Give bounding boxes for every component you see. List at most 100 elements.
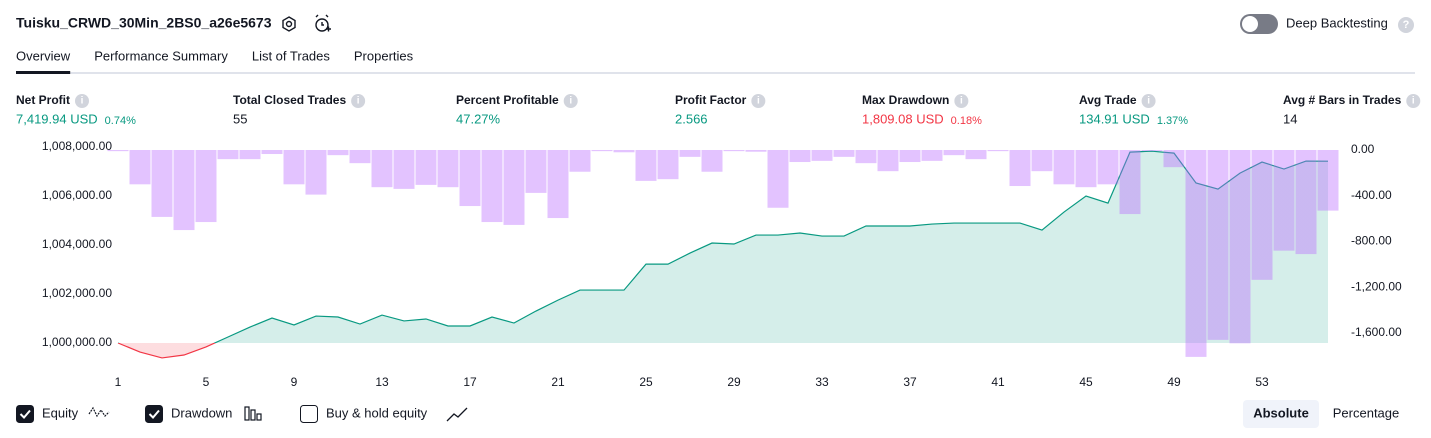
drawdown-bar bbox=[1097, 150, 1119, 185]
checkbox[interactable] bbox=[300, 405, 318, 423]
info-glyph: i bbox=[569, 96, 572, 107]
info-icon[interactable] bbox=[1406, 94, 1421, 108]
legend: Equity Drawdown Buy & hold equity bbox=[16, 405, 468, 423]
x-tick-label: 41 bbox=[991, 375, 1005, 389]
tab[interactable]: Overview bbox=[16, 48, 71, 63]
drawdown-bar bbox=[613, 150, 635, 153]
drawdown-bar bbox=[965, 150, 987, 160]
drawdown-bar bbox=[1031, 150, 1053, 172]
drawdown-bar bbox=[371, 150, 393, 188]
drawdown-bar bbox=[943, 150, 965, 156]
help-glyph: ? bbox=[1403, 19, 1410, 31]
stat-label: Avg Trade bbox=[1079, 93, 1137, 107]
drawdown-bar bbox=[305, 150, 327, 195]
checkbox[interactable] bbox=[16, 405, 34, 423]
drawdown-bar bbox=[1009, 150, 1031, 187]
info-icon[interactable] bbox=[563, 94, 578, 108]
drawdown-bar bbox=[195, 150, 217, 223]
drawdown-bar bbox=[745, 150, 767, 152]
drawdown-bar bbox=[1251, 150, 1273, 280]
drawdown-bar bbox=[393, 150, 415, 189]
drawdown-bar bbox=[899, 150, 921, 163]
drawdown-bar bbox=[1317, 150, 1339, 211]
x-tick-label: 17 bbox=[463, 375, 477, 389]
active-tab-underline bbox=[16, 71, 71, 74]
deep-backtesting-label: Deep Backtesting bbox=[1286, 15, 1388, 30]
x-tick-label: 9 bbox=[291, 375, 298, 389]
drawdown-icon bbox=[244, 406, 262, 421]
drawdown-toggle[interactable] bbox=[145, 405, 163, 423]
info-glyph: i bbox=[757, 96, 760, 107]
legend-equity: Equity bbox=[42, 405, 79, 420]
drawdown-bar bbox=[1295, 150, 1317, 255]
y2-tick-label: -1,200.00 bbox=[1351, 279, 1402, 293]
tab-separator bbox=[16, 72, 1415, 74]
info-icon[interactable] bbox=[1141, 94, 1156, 108]
drawdown-bar bbox=[481, 150, 503, 223]
y-tick-label: 1,002,000.00 bbox=[42, 286, 112, 300]
mode-button[interactable]: Absolute bbox=[1253, 405, 1309, 420]
equity-toggle[interactable] bbox=[16, 405, 34, 423]
drawdown-bar bbox=[569, 150, 591, 172]
stat-label: Max Drawdown bbox=[862, 93, 949, 107]
alert-icon[interactable] bbox=[315, 14, 331, 32]
info-icon[interactable] bbox=[351, 94, 366, 108]
info-icon[interactable] bbox=[751, 94, 766, 108]
buy-hold-icon bbox=[446, 407, 468, 422]
drawdown-bar bbox=[1053, 150, 1075, 185]
buy-hold-toggle[interactable] bbox=[300, 405, 318, 423]
stat-value: 14 bbox=[1283, 111, 1297, 126]
drawdown-bar bbox=[701, 150, 723, 172]
drawdown-bar bbox=[415, 150, 437, 185]
drawdown-bar bbox=[1141, 150, 1163, 152]
y-tick-label: 1,000,000.00 bbox=[42, 335, 112, 349]
stat-label: Avg # Bars in Trades bbox=[1283, 93, 1402, 107]
help-icon[interactable] bbox=[1398, 17, 1414, 33]
drawdown-bar bbox=[1229, 150, 1251, 344]
drawdown-bar bbox=[217, 150, 239, 160]
stat-value: 55 bbox=[233, 111, 247, 126]
drawdown-bar bbox=[811, 150, 833, 161]
drawdown-bar bbox=[1207, 150, 1229, 340]
x-tick-label: 13 bbox=[375, 375, 389, 389]
y2-tick-label: 0.00 bbox=[1351, 142, 1375, 156]
drawdown-bar bbox=[547, 150, 569, 219]
stats: Net Profit i 7,419.94 USD 0.74% Total Closed… bbox=[16, 93, 1421, 127]
drawdown-bar bbox=[261, 150, 283, 155]
drawdown-bar bbox=[349, 150, 371, 164]
info-glyph: i bbox=[960, 96, 963, 107]
x-tick-label: 1 bbox=[115, 375, 122, 389]
settings-icon[interactable] bbox=[282, 16, 296, 32]
tab[interactable]: List of Trades bbox=[252, 48, 331, 63]
stat-percent: 0.18% bbox=[951, 115, 982, 127]
tabs: Overview Performance Summary List of Trade… bbox=[16, 48, 414, 74]
x-tick-label: 33 bbox=[815, 375, 829, 389]
check-mark bbox=[148, 409, 160, 419]
drawdown-bar bbox=[151, 150, 173, 217]
y2-tick-label: -400.00 bbox=[1351, 188, 1392, 202]
info-icon[interactable] bbox=[75, 94, 89, 108]
info-glyph: i bbox=[81, 96, 84, 107]
strategy-title: Tuisku_CRWD_30Min_2BS0_a26e5673 bbox=[16, 15, 272, 31]
tab[interactable]: Performance Summary bbox=[94, 48, 228, 63]
checkbox[interactable] bbox=[145, 405, 163, 423]
drawdown-bar bbox=[1273, 150, 1295, 251]
x-tick-label: 37 bbox=[903, 375, 917, 389]
y-tick-label: 1,004,000.00 bbox=[42, 237, 112, 251]
drawdown-bar bbox=[437, 150, 459, 188]
stat-value: 47.27% bbox=[456, 111, 501, 126]
mode-button[interactable]: Percentage bbox=[1333, 405, 1400, 420]
drawdown-bar bbox=[855, 150, 877, 164]
mode-switch: Absolute Percentage bbox=[1243, 400, 1399, 428]
x-tick-label: 21 bbox=[551, 375, 565, 389]
equity-area bbox=[118, 151, 1328, 358]
drawdown-bar bbox=[459, 150, 481, 207]
stat-value: 7,419.94 USD bbox=[16, 111, 98, 126]
info-icon[interactable] bbox=[954, 94, 969, 108]
info-glyph: i bbox=[357, 96, 360, 107]
drawdown-bar bbox=[679, 150, 701, 157]
tab[interactable]: Properties bbox=[354, 48, 414, 63]
drawdown-bar bbox=[283, 150, 305, 185]
drawdown-bar bbox=[1119, 150, 1141, 215]
equity-icon bbox=[88, 406, 110, 418]
